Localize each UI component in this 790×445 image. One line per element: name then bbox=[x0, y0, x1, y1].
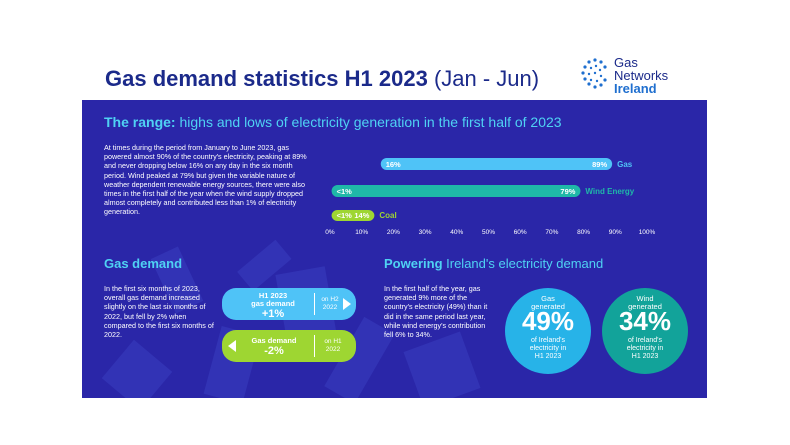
powering-heading-rest: Ireland's electricity demand bbox=[446, 256, 604, 271]
arrow-left-icon bbox=[228, 340, 236, 352]
infographic-panel: The range: highs and lows of electricity… bbox=[82, 100, 707, 398]
gas-networks-logo-icon bbox=[581, 58, 607, 89]
circle2-top1: Wind bbox=[636, 294, 654, 303]
title-bold: Gas demand statistics H1 2023 bbox=[105, 66, 428, 91]
logo-line-1: Gas bbox=[614, 55, 638, 70]
powering-paragraph: In the first half of the year, gas gener… bbox=[384, 284, 488, 340]
x-tick-label: 100% bbox=[639, 229, 656, 236]
x-tick-label: 10% bbox=[355, 229, 368, 236]
x-tick-label: 90% bbox=[609, 229, 622, 236]
pill2-divider bbox=[314, 335, 315, 357]
pill2-sub2: 2022 bbox=[325, 346, 341, 353]
page-title: Gas demand statistics H1 2023 (Jan - Jun… bbox=[105, 66, 539, 92]
bar-2 bbox=[331, 210, 375, 221]
bar-min-label-1: <1% bbox=[337, 187, 353, 196]
circle1-b3: H1 2023 bbox=[534, 353, 562, 360]
logo-line-2: Networks bbox=[614, 68, 669, 83]
x-tick-label: 40% bbox=[450, 229, 463, 236]
range-heading-bold: The range: bbox=[104, 114, 176, 130]
logo-line-3: Ireland bbox=[614, 81, 657, 96]
pill-h1-comparison: Gas demand -2% on H1 2022 bbox=[222, 330, 356, 362]
pill1-line2: gas demand bbox=[251, 299, 295, 308]
gas-demand-paragraph: In the first six months of 2023, overall… bbox=[104, 284, 214, 340]
circle2-pct: 34% bbox=[618, 306, 672, 336]
wind-share-circle: Wind generated 34% of Ireland's electricit… bbox=[602, 288, 688, 374]
pill2-sub1: on H1 bbox=[324, 338, 342, 345]
bar-max-label-1: 79% bbox=[560, 187, 575, 196]
circle1-b2: electricity in bbox=[529, 345, 567, 352]
x-tick-label: 30% bbox=[419, 229, 432, 236]
circle2-top2: generated bbox=[628, 302, 662, 311]
title-light: (Jan - Jun) bbox=[433, 66, 540, 91]
bar-0 bbox=[380, 158, 613, 170]
x-tick-label: 70% bbox=[545, 229, 558, 236]
bar-max-label-0: 89% bbox=[592, 160, 607, 169]
logo-text: Gas Networks Ireland bbox=[614, 56, 668, 95]
x-tick-label: 50% bbox=[482, 229, 495, 236]
series-name-1: Wind Energy bbox=[585, 187, 634, 196]
pill1-sub2: 2022 bbox=[322, 304, 338, 311]
range-heading: The range: highs and lows of electricity… bbox=[104, 114, 562, 130]
pill1-line1: H1 2023 bbox=[258, 291, 288, 300]
x-tick-label: 60% bbox=[514, 229, 527, 236]
pill1-divider bbox=[314, 293, 315, 315]
circle1-top1: Gas bbox=[541, 294, 555, 303]
powering-heading: Powering Ireland's electricity demand bbox=[384, 256, 603, 271]
circle1-b1: of Ireland's bbox=[530, 337, 566, 344]
bar-min-label-0: 16% bbox=[386, 160, 401, 169]
x-tick-label: 80% bbox=[577, 229, 590, 236]
powering-heading-bold: Powering bbox=[384, 256, 443, 271]
circle2-b3: H1 2023 bbox=[631, 353, 659, 360]
gas-demand-heading: Gas demand bbox=[104, 256, 183, 271]
gas-share-circle: Gas generated 49% of Ireland's electricity… bbox=[505, 288, 591, 374]
series-name-2: Coal bbox=[379, 211, 396, 220]
pill2-value: -2% bbox=[264, 345, 284, 357]
circle1-pct: 49% bbox=[521, 306, 575, 336]
range-paragraph: At times during the period from January … bbox=[104, 143, 307, 217]
pill2-line1: Gas demand bbox=[251, 336, 297, 345]
bar-max-label-2: 14% bbox=[354, 211, 369, 220]
circle1-top2: generated bbox=[531, 302, 565, 311]
range-heading-rest: highs and lows of electricity generation… bbox=[179, 114, 562, 130]
series-name-0: Gas bbox=[617, 160, 633, 169]
pill1-value: +1% bbox=[261, 308, 285, 320]
arrow-right-icon bbox=[343, 298, 351, 310]
bar-min-label-2: <1% bbox=[337, 211, 353, 220]
pill-h2-comparison: H1 2023 gas demand +1% on H2 2022 bbox=[222, 288, 356, 320]
circle2-b2: electricity in bbox=[626, 345, 664, 352]
bar-1 bbox=[331, 185, 581, 197]
pill1-sub1: on H2 bbox=[321, 296, 339, 303]
circle2-b1: of Ireland's bbox=[627, 337, 663, 344]
x-tick-label: 0% bbox=[325, 229, 335, 236]
x-tick-label: 20% bbox=[387, 229, 400, 236]
